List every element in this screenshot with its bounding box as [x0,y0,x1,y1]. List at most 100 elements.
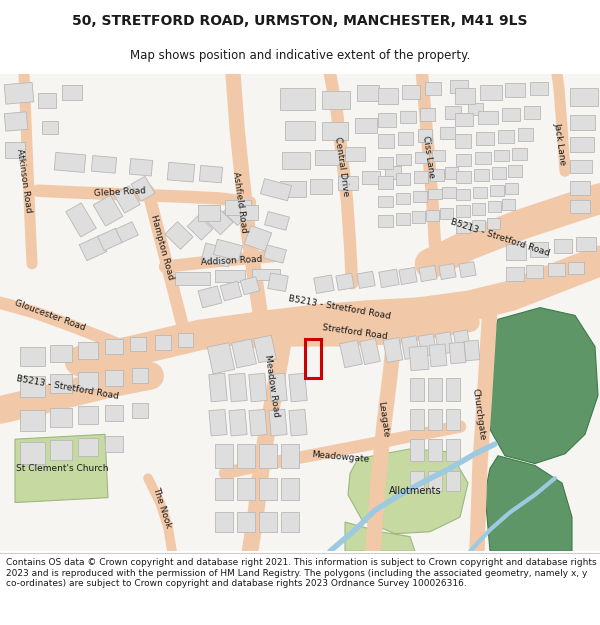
Bar [78,342,98,359]
Bar [455,88,475,104]
Bar [413,191,427,202]
Polygon shape [116,222,139,243]
Bar [322,91,350,109]
Bar [259,478,277,499]
Bar [50,440,72,459]
Bar [215,478,233,499]
Text: B5213 - Stretford Road: B5213 - Stretford Road [449,217,551,258]
Polygon shape [232,339,256,368]
Bar [548,262,565,276]
Bar [396,192,410,204]
Bar [78,438,98,456]
Bar [568,262,584,274]
Bar [418,129,432,142]
Bar [378,176,393,189]
Bar [78,372,98,389]
Polygon shape [187,216,213,240]
Polygon shape [66,203,96,237]
Bar [455,134,471,148]
Bar [280,88,315,110]
Bar [396,173,410,185]
Bar [385,166,401,179]
Polygon shape [205,207,233,234]
Bar [455,112,473,126]
Bar [432,150,445,161]
Bar [492,168,506,179]
Bar [285,121,315,140]
Bar [526,265,543,278]
Bar [78,406,98,424]
Bar [490,185,504,196]
Bar [378,215,393,227]
Bar [281,512,299,532]
Bar [132,403,148,418]
Bar [105,436,123,452]
Bar [512,148,527,159]
Bar [502,108,520,121]
Bar [502,199,515,210]
Bar [396,213,410,225]
Bar [105,370,123,386]
Bar [440,127,455,139]
Polygon shape [199,166,223,183]
Polygon shape [229,409,247,436]
Bar [446,439,460,461]
Bar [414,171,428,183]
Polygon shape [399,268,417,284]
Bar [410,409,424,431]
Polygon shape [220,281,242,301]
Text: The Nook: The Nook [151,486,173,529]
Polygon shape [93,195,123,226]
Polygon shape [269,373,287,402]
Bar [315,150,339,166]
Polygon shape [418,334,437,356]
Polygon shape [91,156,116,173]
Bar [280,181,306,196]
Bar [178,333,193,347]
Bar [505,84,525,97]
Polygon shape [54,152,86,173]
Polygon shape [209,373,227,402]
Bar [378,134,394,148]
Bar [570,114,595,130]
Bar [446,471,460,491]
Bar [474,169,489,181]
Bar [576,238,596,251]
Text: Allotments: Allotments [389,486,442,496]
Bar [494,150,509,161]
Polygon shape [409,346,429,371]
Bar [428,471,442,491]
Text: Churchgate: Churchgate [471,388,487,441]
Text: Jack Lane: Jack Lane [553,122,568,166]
Polygon shape [459,262,476,278]
Bar [445,168,458,179]
Bar [259,444,277,468]
Bar [505,183,518,194]
Text: Stretford Road: Stretford Road [322,323,388,341]
Bar [5,142,25,158]
Polygon shape [336,273,354,291]
Bar [50,344,72,362]
Polygon shape [435,332,454,354]
Bar [446,409,460,431]
Polygon shape [485,456,572,551]
Bar [240,205,258,220]
Polygon shape [439,264,456,279]
Bar [480,86,502,100]
Text: Leagate: Leagate [376,401,390,438]
Polygon shape [359,338,380,364]
Polygon shape [209,409,227,436]
Text: Gloucester Road: Gloucester Road [13,298,86,332]
Bar [440,208,453,219]
Bar [472,220,485,231]
Bar [282,152,310,169]
Bar [468,103,483,114]
Polygon shape [249,409,267,436]
Bar [398,132,413,145]
Bar [305,339,321,377]
Polygon shape [244,226,272,251]
Polygon shape [449,342,466,364]
Bar [20,442,45,464]
Text: Meadowgate: Meadowgate [311,450,369,464]
Polygon shape [348,449,468,534]
